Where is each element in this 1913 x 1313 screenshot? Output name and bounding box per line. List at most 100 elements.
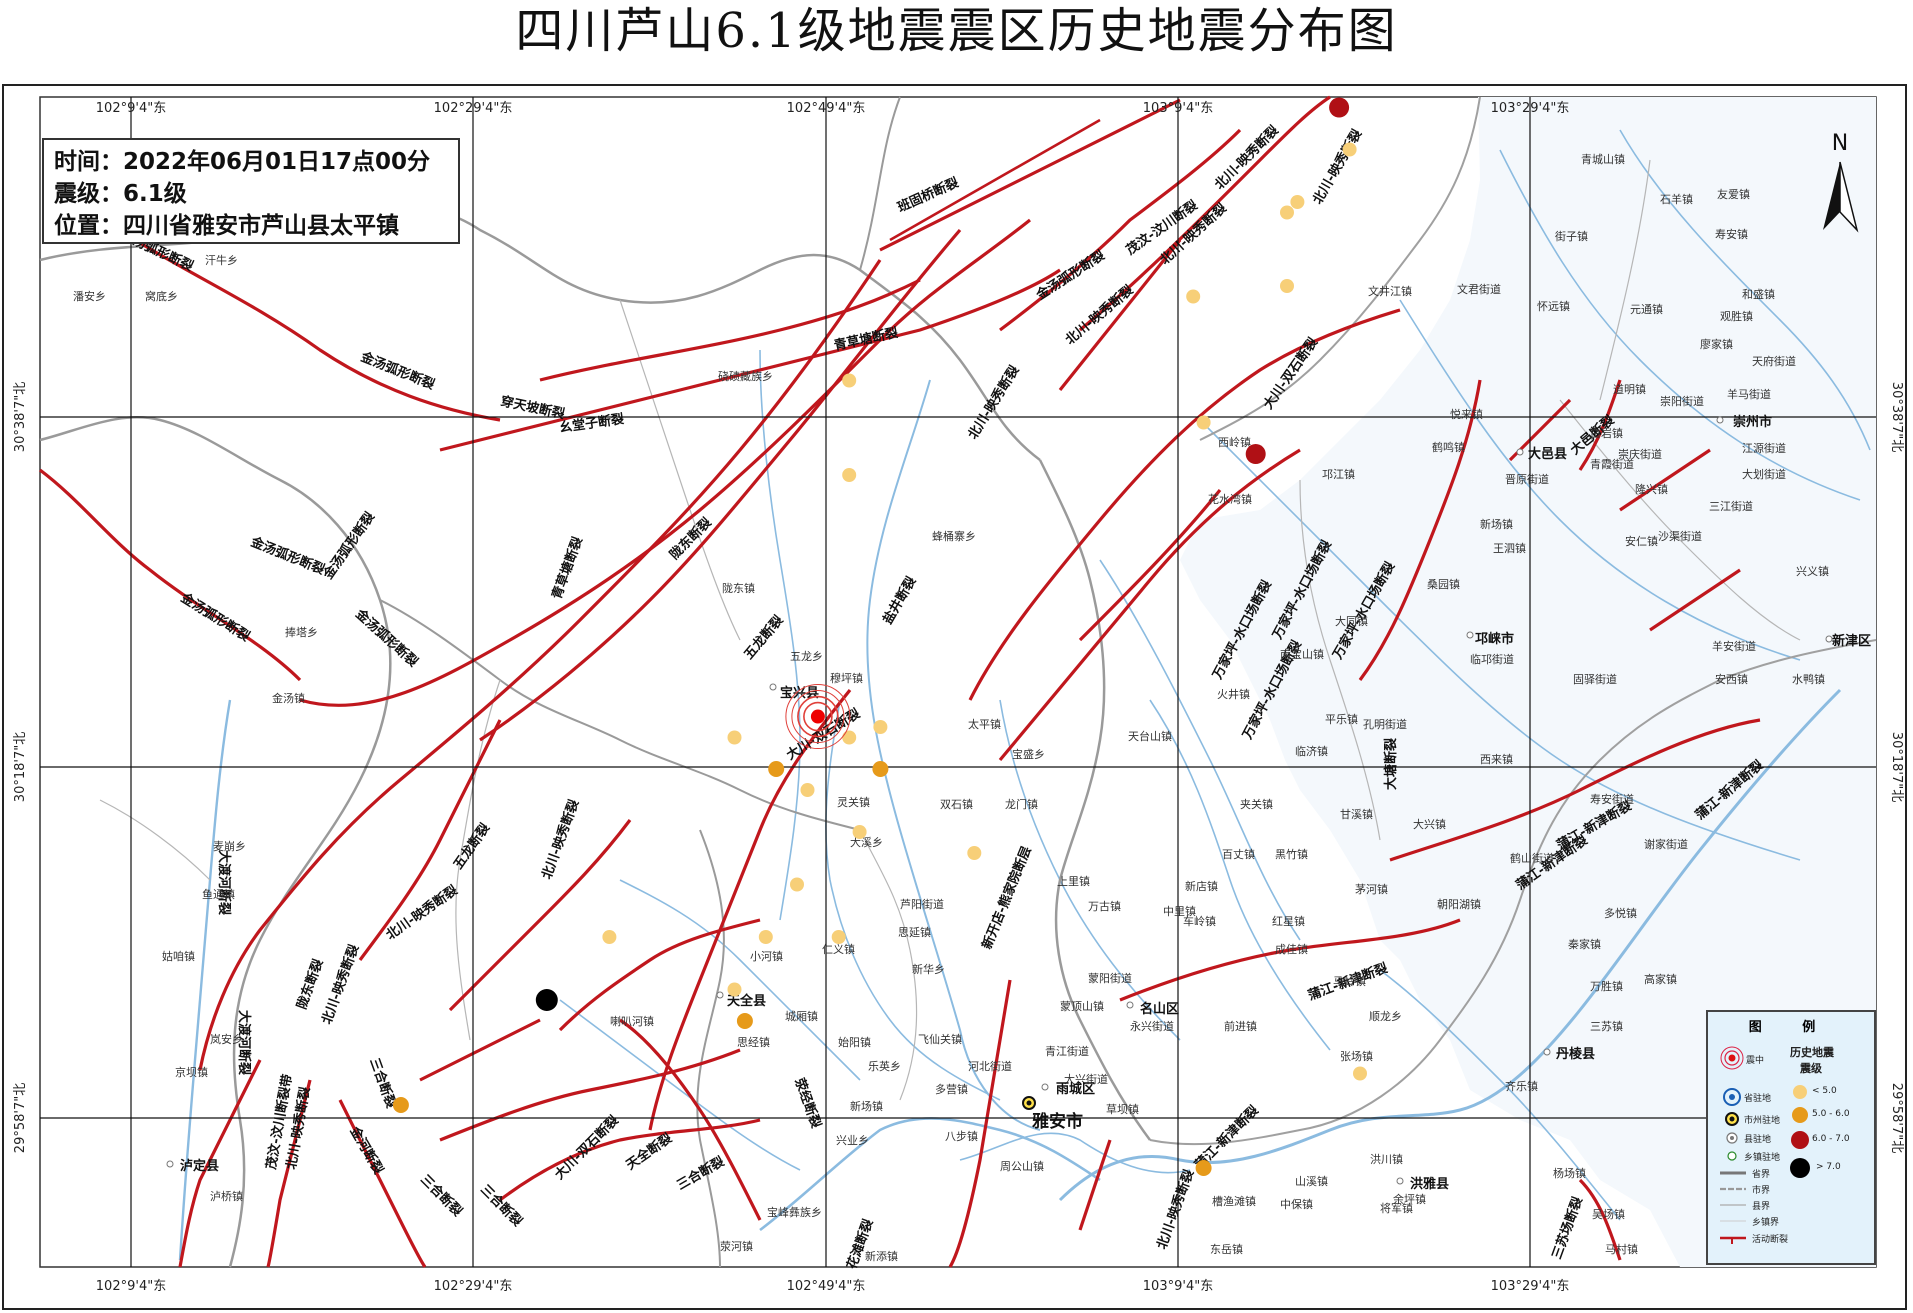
earthquake-marker-m5_6[interactable] [392, 1097, 409, 1113]
earthquake-marker-lt5[interactable] [1353, 1066, 1367, 1081]
epicenter-marker[interactable] [785, 684, 851, 750]
earthquake-marker-lt5[interactable] [831, 930, 846, 944]
town-label: 廖家镇 [1700, 337, 1733, 351]
town-label: 小河镇 [750, 949, 783, 963]
town-label: 兴业乡 [836, 1134, 869, 1147]
town-label: 青城山镇 [1581, 152, 1625, 166]
earthquake-marker-lt5[interactable] [842, 730, 857, 745]
town-label: 京坝镇 [175, 1065, 208, 1079]
town-label: 黑竹镇 [1275, 847, 1308, 861]
earthquake-marker-m5_6[interactable] [768, 761, 785, 777]
town-label: 新店镇 [1185, 879, 1218, 893]
north-arrow-icon: N [1823, 131, 1859, 233]
earthquake-marker-lt5[interactable] [1196, 415, 1211, 430]
event-time: 时间：2022年06月01日17点00分 [54, 149, 431, 175]
lon-labels-top: 102°9'4"东 102°29'4"东 102°49'4"东 103°9'4"… [96, 101, 1570, 116]
town-label: 和盛镇 [1742, 287, 1775, 301]
eq-gt7-icon [1790, 1158, 1810, 1178]
city-labels: 崇州市 邛崃市 新津区 大邑县 宝兴县 天全县 名山区 丹棱县 洪雅县 雨城区 … [180, 414, 1871, 1192]
town-label: 张场镇 [1340, 1049, 1373, 1063]
lon-label: 102°9'4"东 [96, 101, 166, 116]
earthquake-marker-m5_6[interactable] [1195, 1160, 1212, 1176]
north-label: N [1832, 131, 1848, 156]
town-label: 崇阳街道 [1660, 394, 1704, 408]
town-label: 五龙乡 [790, 650, 823, 663]
epicenter-icon [1720, 1046, 1744, 1070]
legend-province-border: 省界 [1752, 1170, 1771, 1180]
lon-label: 103°29'4"东 [1491, 101, 1570, 116]
eq-5-6-icon [1792, 1107, 1808, 1123]
earthquake-marker-lt5[interactable] [842, 468, 857, 482]
earthquake-marker-lt5[interactable] [727, 730, 742, 745]
town-label: 城厢镇 [785, 1009, 818, 1023]
town-label: 车岭镇 [1183, 914, 1216, 928]
fault-label: 大渡河断裂 [216, 850, 232, 916]
legend-active-fault: 活动断裂 [1752, 1235, 1789, 1245]
town-label: 红星镇 [1272, 914, 1305, 928]
earthquake-marker-m6_7[interactable] [1245, 444, 1266, 464]
earthquake-marker-lt5[interactable] [1280, 279, 1294, 293]
town-label: 文君街道 [1457, 282, 1501, 296]
city-label: 宝兴县 [780, 685, 819, 701]
earthquake-marker-lt5[interactable] [1290, 195, 1305, 209]
earthquake-marker-lt5[interactable] [1280, 205, 1294, 220]
town-label: 街子镇 [1555, 229, 1588, 243]
town-label: 太平镇 [968, 717, 1001, 731]
legend-6-7: 6.0 - 7.0 [1812, 1134, 1850, 1144]
town-label: 金汤镇 [272, 691, 305, 705]
earthquake-marker-lt5[interactable] [967, 846, 982, 860]
epicenter-ring [797, 695, 839, 738]
town-label: 南宝山镇 [1280, 647, 1324, 661]
earthquake-marker-lt5[interactable] [852, 825, 867, 839]
town-label: 青霞街道 [1590, 457, 1634, 471]
city-label: 新津区 [1832, 633, 1871, 649]
town-label: 水鸭镇 [1792, 672, 1825, 686]
earthquake-marker-lt5[interactable] [1186, 289, 1201, 304]
lat-labels-left: 30°38'7"北 30°18'7"北 29°58'7"北 [13, 382, 28, 1153]
earthquake-marker-lt5[interactable] [727, 982, 742, 997]
map-frame [2, 84, 1907, 1310]
lon-label: 103°9'4"东 [1143, 101, 1213, 116]
town-label: 新场镇 [1480, 517, 1513, 531]
earthquake-marker-m5_6[interactable] [736, 1013, 753, 1029]
city-label: 崇州市 [1733, 414, 1772, 430]
earthquake-marker-lt5[interactable] [1342, 142, 1357, 157]
town-label: 寿安街道 [1590, 792, 1634, 806]
town-label: 邛江镇 [1322, 467, 1355, 481]
town-label: 思延镇 [898, 925, 931, 939]
earthquake-marker-m5_6[interactable] [872, 761, 889, 777]
town-label: 万古镇 [1088, 899, 1121, 913]
town-label: 临济镇 [1295, 744, 1328, 758]
legend-5-6: 5.0 - 6.0 [1812, 1109, 1850, 1119]
earthquake-marker-lt5[interactable] [873, 720, 888, 734]
town-label: 临邛街道 [1470, 652, 1514, 666]
earthquake-marker-lt5[interactable] [758, 930, 773, 944]
earthquake-marker-gt7[interactable] [535, 989, 558, 1011]
town-label: 王泗镇 [1493, 541, 1526, 555]
earthquake-marker-lt5[interactable] [790, 877, 804, 892]
town-label: 前进镇 [1224, 1019, 1257, 1033]
earthquake-marker-lt5[interactable] [800, 783, 815, 797]
town-label: 喇叭河镇 [610, 1014, 654, 1028]
town-label: 龙门镇 [1005, 797, 1038, 811]
town-label: 硗碛藏族乡 [718, 369, 773, 383]
event-magnitude: 震级：6.1级 [54, 181, 187, 207]
epicenter-ring [785, 684, 851, 750]
legend-town-border: 乡镇界 [1752, 1218, 1780, 1228]
town-label: 天府街道 [1752, 354, 1796, 368]
earthquake-marker-lt5[interactable] [842, 373, 857, 388]
earthquake-marker-lt5[interactable] [602, 930, 617, 944]
lat-labels-right: 30°38'7"北 30°18'7"北 29°58'7"北 [1889, 382, 1904, 1153]
lon-label: 102°9'4"东 [96, 1279, 166, 1294]
town-label: 百丈镇 [1222, 847, 1255, 861]
lon-labels-bottom: 102°9'4"东 102°29'4"东 102°49'4"东 103°9'4"… [96, 1279, 1570, 1294]
town-label: 夹关镇 [1240, 797, 1273, 811]
town-label: 元通镇 [1630, 302, 1663, 316]
town-label: 文井江镇 [1368, 284, 1412, 298]
earthquake-marker-m6_7[interactable] [1329, 97, 1350, 118]
town-label: 固驿街道 [1573, 672, 1617, 686]
event-info-box: 时间：2022年06月01日17点00分 震级：6.1级 位置：四川省雅安市芦山… [42, 138, 460, 244]
town-label: 宝峰彝族乡 [767, 1205, 822, 1219]
town-label: 永兴街道 [1130, 1019, 1174, 1033]
